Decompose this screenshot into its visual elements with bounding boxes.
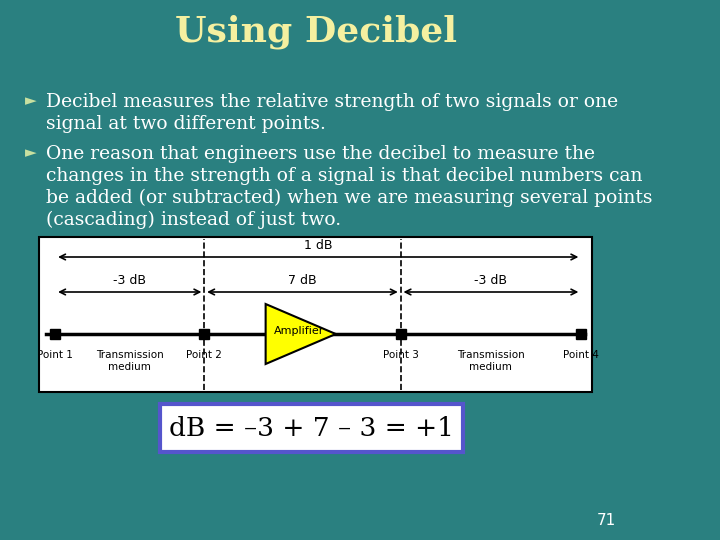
Text: Point 3: Point 3 [383,350,418,360]
Text: Point 1: Point 1 [37,350,73,360]
Text: ►: ► [24,93,36,108]
Text: Amplifier: Amplifier [274,326,324,336]
Text: be added (or subtracted) when we are measuring several points: be added (or subtracted) when we are mea… [45,189,652,207]
Text: Using Decibel: Using Decibel [175,15,456,49]
Text: (cascading) instead of just two.: (cascading) instead of just two. [45,211,341,230]
Text: One reason that engineers use the decibel to measure the: One reason that engineers use the decibe… [45,145,595,163]
Text: 7 dB: 7 dB [288,274,317,287]
Text: Point 4: Point 4 [563,350,599,360]
Text: Point 2: Point 2 [186,350,222,360]
Text: Transmission
medium: Transmission medium [96,350,163,373]
Text: -3 dB: -3 dB [113,274,146,287]
Text: changes in the strength of a signal is that decibel numbers can: changes in the strength of a signal is t… [45,167,642,185]
Polygon shape [266,304,336,364]
Text: dB = –3 + 7 – 3 = +1: dB = –3 + 7 – 3 = +1 [169,415,454,441]
Text: ►: ► [24,145,36,160]
Text: Transmission
medium: Transmission medium [457,350,525,373]
Text: signal at two different points.: signal at two different points. [45,115,325,133]
Bar [40,237,592,392]
Text: 1 dB: 1 dB [304,239,333,252]
FancyBboxPatch shape [161,404,463,452]
Text: 71: 71 [597,513,616,528]
Text: Decibel measures the relative strength of two signals or one: Decibel measures the relative strength o… [45,93,618,111]
Text: -3 dB: -3 dB [474,274,508,287]
